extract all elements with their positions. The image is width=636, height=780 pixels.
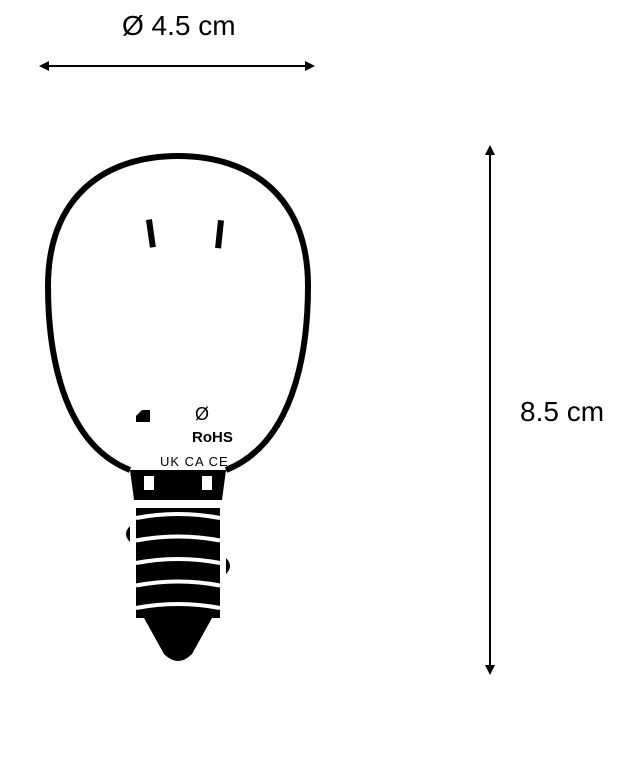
stem-mark-left <box>136 410 150 422</box>
thread-nub-right <box>226 558 230 574</box>
mark-ukca-ce: UK CA CE <box>160 454 229 469</box>
base-thread-block <box>136 508 220 618</box>
base-contact-tip <box>144 618 212 661</box>
collar-notch-left <box>144 476 154 490</box>
diagram-canvas: Ø 4.5 cm 8.5 cm ØRoHSUK CA CE <box>0 0 636 780</box>
diagram-svg: Ø RoHS UK CA CE <box>0 0 636 780</box>
stem-diameter-icon: Ø <box>195 404 209 424</box>
filament-tick-left <box>146 219 156 248</box>
collar-notch-right <box>202 476 212 490</box>
mark-rohs: RoHS <box>192 429 233 446</box>
filament-tick-right <box>215 220 224 248</box>
bulb-glass-outline <box>48 156 308 470</box>
thread-nub-left <box>126 526 130 542</box>
